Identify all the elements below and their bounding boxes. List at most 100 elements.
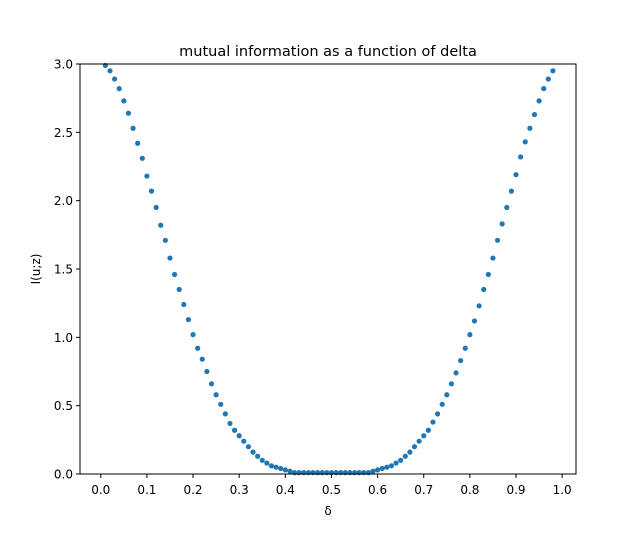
data-point — [527, 125, 533, 131]
data-point — [471, 318, 478, 324]
data-point — [130, 125, 136, 131]
data-point — [204, 368, 210, 375]
data-point — [107, 68, 113, 74]
data-point — [402, 453, 408, 459]
data-point — [458, 357, 464, 364]
data-point — [398, 457, 404, 463]
data-point — [213, 392, 219, 398]
data-point — [462, 345, 468, 351]
data-point — [494, 237, 501, 243]
data-point — [195, 345, 201, 351]
data-point — [434, 411, 441, 417]
y-tick-label: 1.0 — [54, 331, 73, 345]
data-point — [185, 316, 192, 323]
y-tick-label: 2.0 — [54, 194, 73, 208]
x-tick-label: 0.0 — [91, 483, 110, 497]
y-tick-label: 3.0 — [54, 58, 73, 72]
data-point — [407, 449, 413, 455]
data-point — [411, 444, 418, 450]
data-point — [135, 140, 141, 146]
data-point — [522, 139, 528, 145]
data-point — [370, 468, 376, 474]
data-point — [208, 381, 215, 387]
x-tick-label: 0.2 — [183, 483, 202, 497]
data-point — [375, 467, 381, 473]
x-tick-label: 0.4 — [276, 483, 295, 497]
data-point — [181, 301, 187, 308]
data-point — [467, 332, 473, 338]
data-point — [144, 173, 150, 179]
data-point — [264, 460, 270, 466]
data-point — [259, 457, 265, 463]
data-point — [241, 438, 247, 444]
data-point — [384, 464, 390, 470]
y-tick-label: 1.5 — [54, 263, 73, 277]
data-point — [536, 98, 542, 104]
data-point — [162, 237, 168, 243]
data-point — [425, 427, 431, 433]
data-point — [531, 111, 538, 118]
data-point — [231, 427, 238, 433]
x-tick-label: 0.9 — [506, 483, 525, 497]
data-point — [273, 464, 279, 470]
plot-frame — [79, 63, 577, 475]
x-tick-label: 0.6 — [368, 483, 387, 497]
data-point — [116, 86, 122, 92]
x-tick-label: 0.1 — [137, 483, 156, 497]
data-point — [430, 419, 436, 425]
data-point — [444, 392, 450, 398]
data-point — [476, 303, 482, 309]
data-point — [448, 381, 455, 387]
data-point — [416, 438, 422, 444]
data-points — [102, 62, 556, 476]
data-point — [236, 433, 242, 439]
data-point — [199, 356, 205, 362]
data-point — [148, 188, 155, 194]
data-point — [255, 453, 261, 459]
y-axis: 0.0 0.5 1.0 1.5 2.0 2.5 3.0 — [54, 58, 80, 482]
x-axis-label: δ — [324, 504, 331, 518]
y-tick-label: 2.5 — [54, 126, 73, 140]
data-point — [121, 98, 127, 104]
data-point — [421, 433, 427, 439]
data-point — [222, 411, 228, 417]
chart-title: mutual information as a function of delt… — [179, 44, 477, 60]
data-point — [513, 172, 519, 178]
data-point — [139, 155, 145, 161]
data-point — [508, 188, 515, 194]
data-point — [550, 68, 556, 74]
data-point — [112, 76, 118, 82]
data-point — [287, 468, 293, 474]
data-point — [125, 110, 132, 116]
x-tick-label: 0.3 — [230, 483, 249, 497]
data-point — [504, 204, 510, 211]
x-tick-label: 1.0 — [553, 483, 572, 497]
data-point — [541, 86, 547, 92]
data-point — [227, 420, 233, 427]
x-axis: 0.0 0.1 0.2 0.3 0.4 0.5 0.6 0.7 0.8 0.9 1.0 — [91, 474, 572, 497]
data-point — [453, 370, 459, 376]
data-point — [518, 154, 524, 160]
data-point — [268, 463, 275, 469]
data-point — [171, 271, 178, 278]
y-tick-label: 0.5 — [54, 399, 73, 413]
y-axis-label: I(u;z) — [29, 254, 43, 285]
data-point — [499, 221, 505, 227]
data-point — [153, 204, 159, 211]
x-tick-label: 0.5 — [322, 483, 341, 497]
data-point — [158, 222, 164, 228]
data-point — [278, 465, 284, 472]
data-point — [176, 286, 182, 293]
data-point — [439, 401, 445, 407]
data-point — [250, 449, 256, 455]
data-point — [190, 332, 196, 338]
data-point — [167, 255, 173, 261]
y-tick-label: 0.0 — [54, 468, 73, 482]
data-point — [245, 444, 252, 450]
data-point — [485, 271, 491, 278]
x-tick-label: 0.7 — [414, 483, 433, 497]
x-tick-label: 0.8 — [460, 483, 479, 497]
data-point — [545, 76, 551, 82]
data-point — [393, 460, 399, 466]
